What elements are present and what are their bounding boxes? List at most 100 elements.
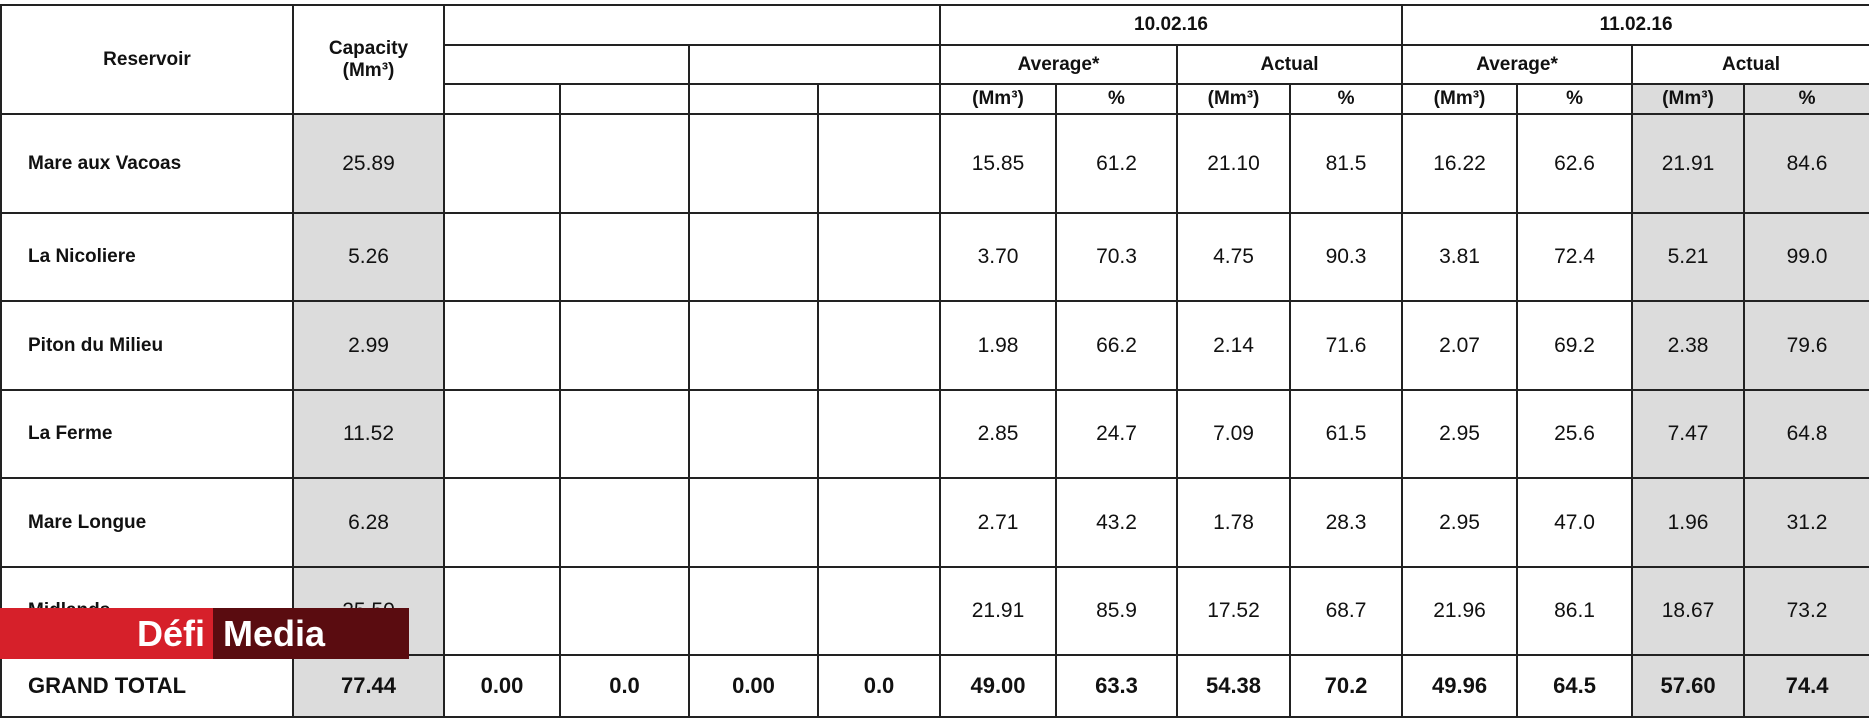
group-header: Actual bbox=[1631, 44, 1869, 85]
unit-header: % bbox=[1288, 83, 1404, 115]
data-cell: 84.6 bbox=[1743, 113, 1869, 214]
data-cell: 2.95 bbox=[1401, 389, 1519, 479]
logo: Défi Media bbox=[0, 608, 409, 659]
empty-cell bbox=[443, 300, 561, 391]
table-row: Mare Longue 6.28 2.71 43.2 1.78 28.3 2.95 47.0 1… bbox=[0, 477, 1869, 568]
date-header: 10.02.16 bbox=[938, 4, 1404, 46]
empty-cell bbox=[559, 212, 690, 302]
row-label: Piton du Milieu bbox=[0, 300, 294, 391]
data-cell: 2.95 bbox=[1401, 477, 1519, 568]
total-cell: 54.38 bbox=[1176, 654, 1291, 718]
empty-cell bbox=[688, 83, 819, 115]
empty-cell bbox=[443, 83, 561, 115]
data-cell: 25.89 bbox=[292, 113, 445, 214]
group-header: Average* bbox=[939, 44, 1178, 85]
data-cell: 21.91 bbox=[1631, 113, 1746, 214]
empty-cell bbox=[443, 212, 561, 302]
group-header: Average* bbox=[1401, 44, 1634, 85]
empty-cell bbox=[817, 212, 941, 302]
data-cell: 24.7 bbox=[1055, 389, 1178, 479]
empty-cell bbox=[559, 300, 690, 391]
data-cell: 64.8 bbox=[1743, 389, 1869, 479]
empty-cell bbox=[559, 566, 690, 656]
empty-cell bbox=[688, 113, 819, 214]
table-row: Reservoir Capacity (Mm³) 10.02.16 11.02.16 bbox=[0, 4, 1869, 115]
data-cell: 7.09 bbox=[1176, 389, 1291, 479]
empty-cell bbox=[817, 566, 941, 656]
data-cell: 2.99 bbox=[292, 300, 445, 391]
table-row: (Mm³)% (Mm³)% (Mm³)% (Mm³)% bbox=[1, 83, 1869, 115]
table-row: La Nicoliere 5.26 3.70 70.3 4.75 90.3 3.81 72.4… bbox=[0, 212, 1869, 302]
logo-media: Media bbox=[213, 608, 409, 659]
unit-header: (Mm³) bbox=[1401, 83, 1519, 115]
unit-header: (Mm³) bbox=[1176, 83, 1291, 115]
unit-header: (Mm³) bbox=[1631, 83, 1746, 115]
unit-header: % bbox=[1516, 83, 1634, 115]
data-cell: 28.3 bbox=[1288, 477, 1404, 568]
data-cell: 90.3 bbox=[1288, 212, 1404, 302]
total-cell: 49.96 bbox=[1401, 654, 1519, 718]
table-row: Average* Actual Average* Actual bbox=[1, 44, 1869, 85]
data-cell: 62.6 bbox=[1516, 113, 1634, 214]
empty-cell bbox=[688, 477, 819, 568]
total-cell: 0.0 bbox=[559, 654, 690, 718]
data-cell: 2.71 bbox=[939, 477, 1057, 568]
empty-cell bbox=[817, 83, 941, 115]
data-cell: 43.2 bbox=[1055, 477, 1178, 568]
empty-cell bbox=[817, 477, 941, 568]
data-cell: 68.7 bbox=[1288, 566, 1404, 656]
unit-header: % bbox=[1055, 83, 1178, 115]
empty-cell bbox=[443, 566, 561, 656]
empty-cell bbox=[688, 566, 819, 656]
empty-cell bbox=[443, 113, 561, 214]
date-header: 11.02.16 bbox=[1401, 4, 1869, 46]
data-cell: 3.81 bbox=[1401, 212, 1519, 302]
total-cell: 63.3 bbox=[1055, 654, 1178, 718]
data-cell: 47.0 bbox=[1516, 477, 1634, 568]
data-cell: 2.14 bbox=[1176, 300, 1291, 391]
row-label: Mare aux Vacoas bbox=[0, 113, 294, 214]
empty-cell bbox=[443, 389, 561, 479]
total-cell: 57.60 bbox=[1631, 654, 1746, 718]
data-cell: 99.0 bbox=[1743, 212, 1869, 302]
row-label: La Ferme bbox=[0, 389, 294, 479]
data-cell: 15.85 bbox=[939, 113, 1057, 214]
group-header: Actual bbox=[1175, 44, 1404, 85]
header-cell: Capacity (Mm³) bbox=[292, 4, 445, 115]
data-cell: 21.96 bbox=[1401, 566, 1519, 656]
unit-header: (Mm³) bbox=[939, 83, 1057, 115]
table-wrap: Reservoir Capacity (Mm³) 10.02.16 11.02.16 Av… bbox=[0, 4, 1869, 718]
data-cell: 2.07 bbox=[1401, 300, 1519, 391]
header-text: (Mm³) bbox=[342, 59, 395, 81]
total-cell: 64.5 bbox=[1516, 654, 1634, 718]
data-cell: 21.10 bbox=[1176, 113, 1291, 214]
table-row: Piton du Milieu 2.99 1.98 66.2 2.14 71.6 2.07 6… bbox=[0, 300, 1869, 391]
table-row: La Ferme 11.52 2.85 24.7 7.09 61.5 2.95 25.6 7.4… bbox=[0, 389, 1869, 479]
data-cell: 1.78 bbox=[1176, 477, 1291, 568]
data-cell: 18.67 bbox=[1631, 566, 1746, 656]
data-cell: 85.9 bbox=[1055, 566, 1178, 656]
empty-cell bbox=[688, 44, 941, 85]
data-cell: 3.70 bbox=[939, 212, 1057, 302]
data-cell: 86.1 bbox=[1516, 566, 1634, 656]
total-cell: 0.0 bbox=[817, 654, 941, 718]
data-cell: 25.6 bbox=[1516, 389, 1634, 479]
empty-cell bbox=[817, 113, 941, 214]
empty-cell bbox=[688, 212, 819, 302]
reservoir-table: Reservoir Capacity (Mm³) 10.02.16 11.02.16 Av… bbox=[0, 4, 1869, 718]
data-cell: 69.2 bbox=[1516, 300, 1634, 391]
empty-cell bbox=[443, 4, 941, 46]
empty-cell bbox=[443, 44, 690, 85]
empty-cell bbox=[817, 389, 941, 479]
data-cell: 11.52 bbox=[292, 389, 445, 479]
table-row: Mare aux Vacoas 25.89 15.85 61.2 21.10 81.5 16… bbox=[0, 113, 1869, 214]
data-cell: 1.96 bbox=[1631, 477, 1746, 568]
total-cell: 70.2 bbox=[1288, 654, 1404, 718]
empty-cell bbox=[443, 477, 561, 568]
data-cell: 2.85 bbox=[939, 389, 1057, 479]
row-label: Mare Longue bbox=[0, 477, 294, 568]
data-cell: 81.5 bbox=[1288, 113, 1404, 214]
data-cell: 61.5 bbox=[1288, 389, 1404, 479]
data-cell: 7.47 bbox=[1631, 389, 1746, 479]
